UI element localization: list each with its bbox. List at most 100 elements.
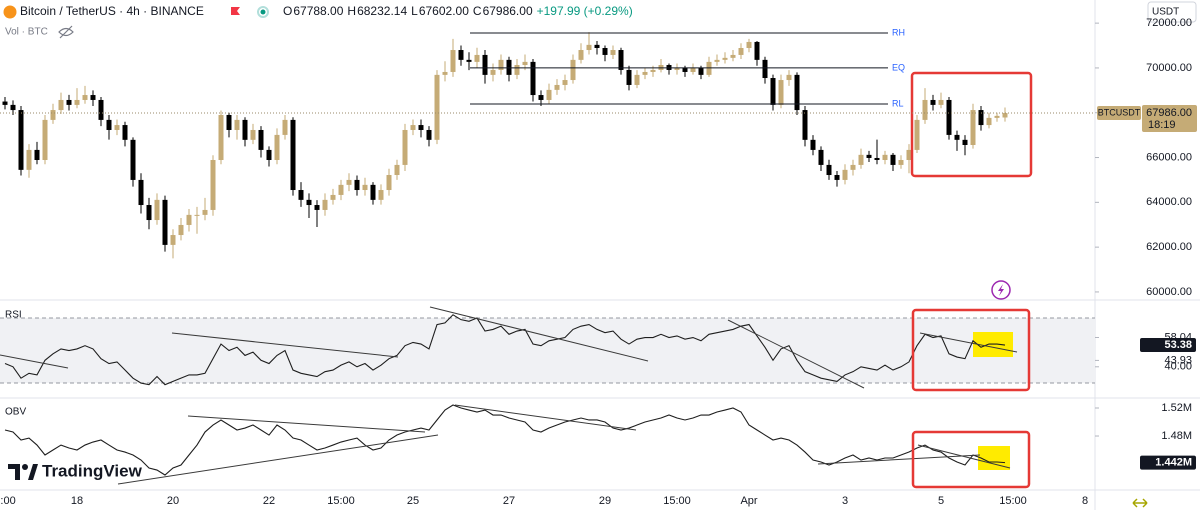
candle-body [346,179,352,185]
candle-body [410,125,416,130]
candle-body [426,129,432,140]
candle-body [858,154,864,165]
candle-body [42,119,48,160]
candle-body [210,160,216,210]
candle-body [90,95,96,100]
candle-body [946,99,952,135]
candle-body [458,50,464,60]
candle-body [810,139,816,150]
flag-icon[interactable] [231,7,240,15]
trendline [917,444,1011,469]
branding: TradingView [42,461,143,480]
candle-body [994,115,1000,118]
alert-icon[interactable] [991,280,1011,300]
candle-body [58,99,64,111]
candle-body [386,175,392,191]
alert-icon-bolt[interactable] [998,284,1004,296]
candle-body [226,114,232,130]
x-tick-label: 8 [1082,495,1088,507]
candle-body [914,119,920,150]
trendline [454,404,637,431]
candle-body [794,74,800,111]
x-tick-label: 25 [407,495,419,507]
legend-text: O [283,4,292,18]
symbol-box [1097,106,1141,121]
candle-body [82,95,88,100]
y-tick-label: 70000.00 [1146,62,1192,74]
candle-body [394,164,400,176]
legend-text: 67788.00 [293,4,343,18]
candle-body [154,199,160,221]
candle-body [746,41,752,48]
header: Bitcoin / TetherUS · 4h · BINANCE O 67788… [3,1,1197,508]
candle-body [506,59,512,75]
x-tick-label: 15:00 [999,495,1027,507]
candle-body [74,99,80,105]
legend-text: 67986.00 [483,4,533,18]
candle-body [530,61,536,96]
candle-body [442,71,448,75]
scale-icon[interactable] [1132,498,1148,508]
candle-body [538,95,544,100]
indicator-line [4,314,1006,386]
candle-body [314,205,320,210]
candle-body [938,99,944,105]
level-label: RH [892,27,905,37]
candle-body [922,99,928,120]
candle-body [770,78,776,105]
candle-body [818,149,824,165]
logo: TradingView [8,461,143,480]
candle-body [34,149,40,160]
trendline [919,332,1018,353]
currency-button[interactable] [1147,1,1197,23]
x-tick-label: Apr [740,495,757,507]
ohlc-legend: O 67788.00 H 68232.14 L 67602.00 C 67986.00 +197… [283,4,633,18]
candle-body [754,41,760,60]
candle-body [898,160,904,165]
coin-icon [3,5,17,19]
candle-body [338,184,344,195]
candle-body [594,44,600,48]
candle-body [106,119,112,130]
candle-body [642,71,648,75]
candle-body [258,129,264,150]
candle-body [826,164,832,176]
candle-body [690,67,696,72]
last-value-label: 53.38 [1164,339,1192,351]
candle-body [514,65,520,75]
candle-body [978,110,984,126]
candle-body [738,48,744,55]
price-box [1142,105,1197,133]
candle-body [234,119,240,130]
y-tick-label: 72000.00 [1146,17,1192,29]
candle-body [1002,113,1008,118]
candle-body [730,54,736,58]
marks [2,32,1008,476]
candle-body [2,101,8,105]
hide-icon[interactable] [58,25,74,39]
candle-body [866,154,872,158]
candle-body [50,110,56,120]
candle-body [434,74,440,140]
logo-mark [22,464,28,470]
candle-body [354,179,360,191]
pane-title: OBV [5,407,26,418]
candle-body [330,194,336,200]
level-label: RL [892,98,904,108]
candle-body [498,59,504,70]
candle-body [10,104,16,111]
logo-mark [8,464,20,480]
candle-body [306,199,312,206]
candle-body [986,117,992,126]
red-box [911,430,1031,489]
x-tick-label: 22 [263,495,275,507]
candle-body [450,50,456,72]
candle-body [578,50,584,60]
highlight-box [978,446,1010,470]
candle-body [634,74,640,85]
candle-body [722,57,728,60]
candle-body [146,205,152,221]
currency[interactable]: USDT [1152,7,1179,18]
